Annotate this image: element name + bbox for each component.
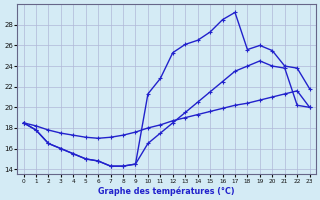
X-axis label: Graphe des températures (°C): Graphe des températures (°C): [98, 186, 235, 196]
